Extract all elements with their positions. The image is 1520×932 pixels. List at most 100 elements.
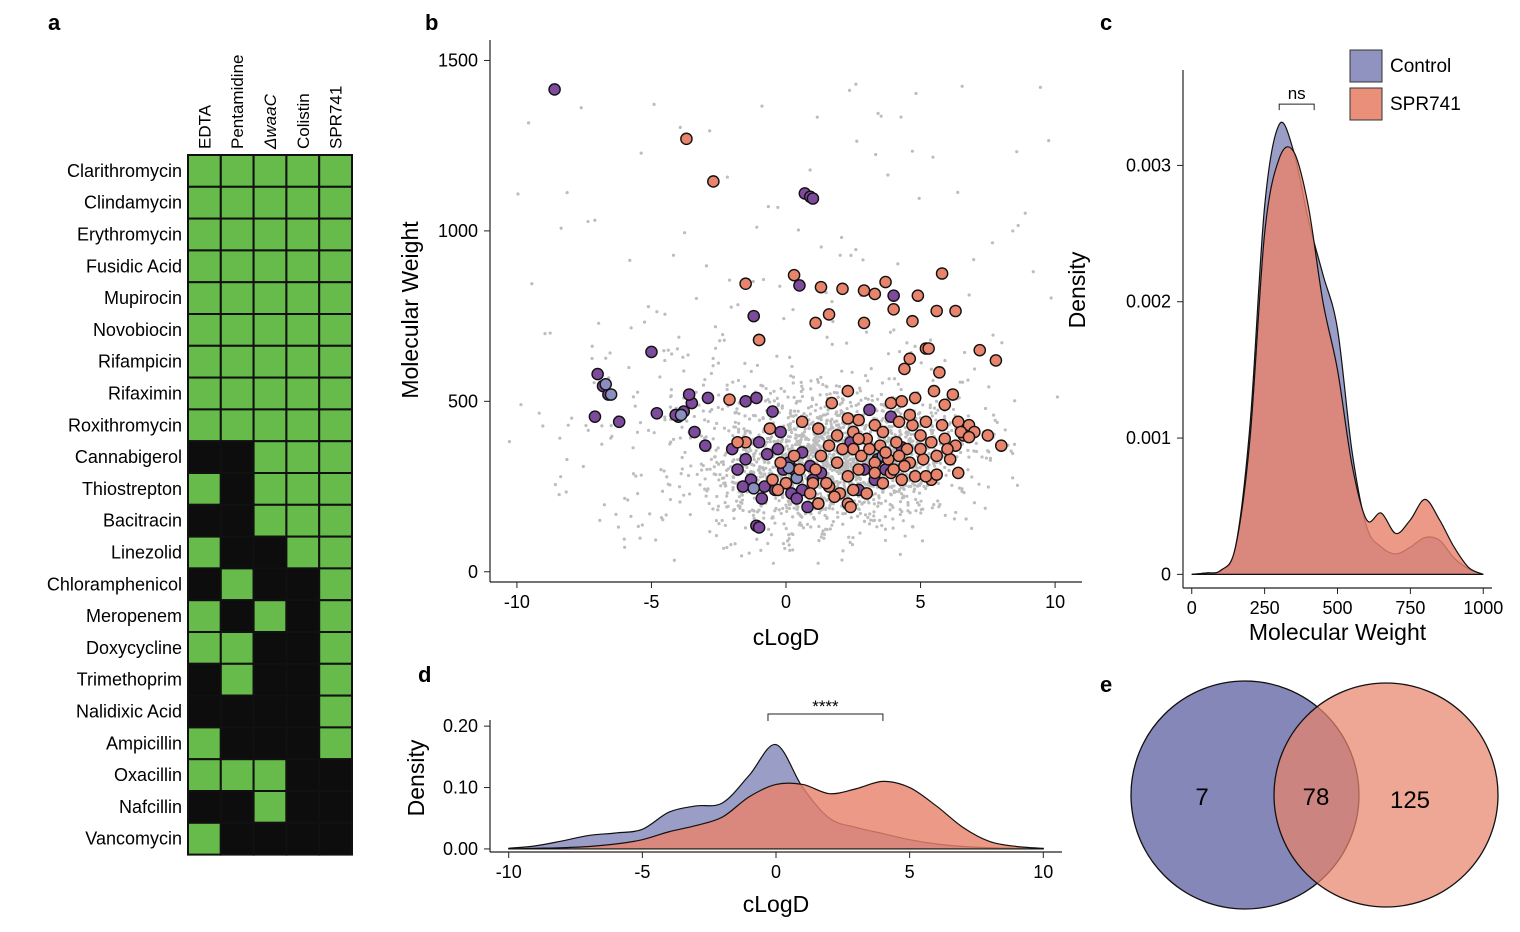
scatter-point-background: [911, 439, 915, 443]
scatter-point-background: [664, 513, 668, 517]
scatter-point-spr741: [981, 429, 995, 442]
scatter-point-background: [805, 445, 809, 449]
scatter-point-background: [826, 431, 830, 435]
scatter-point-background: [808, 168, 812, 172]
scatter-point-background: [904, 435, 908, 439]
scatter-point-background: [841, 512, 845, 516]
scatter-point-background: [733, 425, 738, 429]
scatter-point-background: [727, 429, 731, 433]
scatter-point-background: [1047, 139, 1051, 143]
scatter-point-spr741: [841, 384, 855, 398]
scatter-point-background: [849, 515, 853, 520]
scatter-point-background: [932, 406, 937, 410]
scatter-point-background: [872, 510, 876, 514]
scatter-point-background: [852, 457, 856, 461]
scatter-point-background: [705, 467, 709, 471]
scatter-point-background: [681, 355, 685, 359]
scatter-point-background: [761, 277, 766, 282]
scatter-point-background: [928, 406, 932, 410]
panel-d-letter: d: [418, 662, 431, 687]
scatter-point-background: [716, 446, 720, 450]
scatter-point-background: [662, 349, 666, 353]
heatmap-cell: [187, 472, 222, 506]
scatter-point-background: [824, 422, 829, 426]
scatter-point-background: [905, 494, 909, 498]
scatter-point-background: [830, 523, 834, 527]
scatter-point-background: [792, 506, 796, 510]
scatter-point-background: [725, 468, 729, 472]
scatter-point-background: [936, 481, 940, 485]
heatmap-cell: [187, 376, 222, 411]
scatter-point-background: [828, 503, 832, 508]
scatter-point-background: [743, 526, 748, 530]
scatter-point-background: [815, 115, 819, 119]
scatter-point-background: [831, 519, 835, 524]
scatter-point-background: [751, 413, 756, 418]
scatter-point-background: [844, 431, 848, 435]
scatter-point-background: [731, 475, 735, 479]
scatter-point-background: [888, 502, 892, 507]
scatter-point-background: [638, 536, 642, 540]
scatter-point-background: [921, 403, 925, 407]
y-tick-label: 0.00: [443, 839, 478, 859]
scatter-point-background: [855, 409, 859, 414]
heatmap-cell: [318, 503, 354, 538]
scatter-point-background: [711, 507, 715, 511]
scatter-point-purple: [688, 425, 701, 439]
scatter-point-background: [896, 410, 900, 414]
scatter-point-background: [758, 470, 762, 474]
heatmap-cell: [219, 313, 255, 347]
scatter-point-background: [1012, 442, 1017, 446]
scatter-point-background: [702, 436, 707, 440]
heatmap-cell: [219, 344, 255, 379]
scatter-point-background: [799, 380, 803, 384]
heatmap-cell: [187, 249, 222, 284]
scatter-point-background: [957, 486, 962, 490]
scatter-point-background: [731, 488, 735, 492]
scatter-point-background: [813, 436, 817, 440]
scatter-point-background: [708, 530, 712, 534]
heatmap-cell: [187, 313, 222, 347]
scatter-point-background: [917, 196, 921, 200]
scatter-point-background: [960, 487, 964, 491]
scatter-point-background: [768, 400, 772, 404]
scatter-point-background: [683, 450, 687, 455]
scatter-point-background: [777, 499, 781, 503]
x-tick-label: -5: [634, 862, 650, 882]
scatter-point-background: [926, 465, 930, 470]
heatmap-cell: [219, 790, 255, 824]
scatter-point-background: [602, 503, 606, 507]
scatter-point-background: [892, 489, 896, 493]
scatter-point-background: [791, 381, 795, 385]
scatter-point-background: [918, 424, 922, 428]
scatter-point-background: [876, 397, 880, 401]
scatter-point-background: [516, 192, 520, 196]
scatter-point-background: [898, 429, 902, 433]
scatter-point-background: [600, 442, 604, 446]
scatter-point-background: [715, 460, 719, 464]
scatter-point-background: [798, 440, 803, 445]
scatter-point-background: [972, 449, 976, 453]
scatter-point-background: [867, 501, 871, 505]
scatter-point-background: [833, 468, 837, 472]
scatter-point-background: [537, 411, 541, 415]
heatmap-cell: [252, 726, 288, 761]
scatter-point-background: [729, 305, 733, 309]
scatter-point-background: [600, 424, 604, 428]
heatmap-cell: [285, 726, 321, 761]
row-label: Meropenem: [86, 606, 182, 626]
scatter-point-background: [780, 437, 784, 441]
heatmap-cell: [285, 694, 321, 729]
scatter-point-background: [820, 532, 824, 536]
scatter-point-background: [663, 418, 667, 422]
scatter-point-background: [1011, 451, 1015, 456]
scatter-point-background: [801, 526, 806, 530]
scatter-point-background: [755, 363, 760, 367]
scatter-point-background: [759, 504, 763, 508]
x-tick-label: 750: [1395, 598, 1425, 618]
scatter-point-background: [813, 408, 817, 413]
scatter-point-background: [717, 393, 721, 397]
scatter-point-background: [736, 504, 740, 508]
scatter-point-background: [709, 371, 714, 376]
scatter-point-background: [745, 429, 749, 433]
